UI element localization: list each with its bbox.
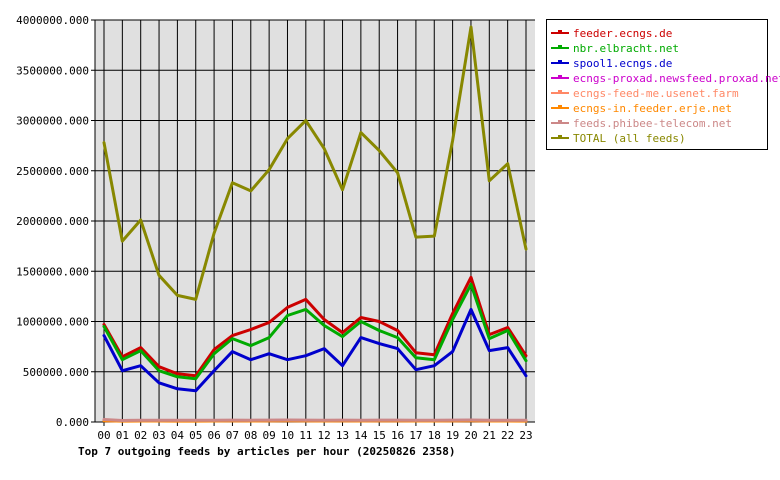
x-tick-label: 17 [409,429,422,442]
legend-label: spool1.ecngs.de [573,56,673,70]
legend-swatch [551,60,569,64]
series-line-2 [102,307,528,393]
y-tick-label: 0.000 [56,416,89,429]
legend-swatch [551,105,569,109]
x-tick-label: 00 [97,429,110,442]
x-tick-label: 14 [354,429,368,442]
legend-label: feeder.ecngs.de [573,26,673,40]
legend: feeder.ecngs.de nbr.elbracht.net spool1.… [546,19,780,150]
legend-item-feeds-phibee: feeds.phibee-telecom.net [551,116,732,130]
legend-label: ecngs-proxad.newsfeed.proxad.net [573,71,780,85]
legend-swatch [551,45,569,49]
x-tick-label: 13 [336,429,349,442]
x-tick-label: 11 [299,429,312,442]
legend-item-nbr-elbracht: nbr.elbracht.net [551,41,679,55]
y-tick-label: 500000.000 [23,366,89,379]
legend-label: nbr.elbracht.net [573,41,679,55]
y-tick-label: 4000000.000 [16,14,89,27]
x-tick-label: 12 [318,429,331,442]
x-tick-label: 20 [464,429,477,442]
x-tick-label: 21 [483,429,496,442]
y-tick-label: 1500000.000 [16,265,89,278]
legend-item-total: TOTAL (all feeds) [551,131,686,145]
legend-swatch [551,120,569,124]
legend-swatch [551,135,569,139]
x-tick-label: 03 [152,429,165,442]
x-tick-label: 06 [207,429,220,442]
legend-swatch [551,90,569,94]
x-tick-label: 18 [428,429,441,442]
chart-title: Top 7 outgoing feeds by articles per hou… [78,445,456,458]
series-line-6 [102,418,528,422]
y-tick-label: 1000000.000 [16,316,89,329]
series-line-1 [102,282,528,381]
x-tick-label: 15 [373,429,386,442]
x-tick-label: 23 [519,429,532,442]
x-tick-label: 04 [171,429,185,442]
x-tick-label: 19 [446,429,459,442]
y-tick-label: 3500000.000 [16,64,89,77]
legend-label: ecngs-in.feeder.erje.net [573,101,732,115]
legend-item-ecngs-proxad: ecngs-proxad.newsfeed.proxad.net [551,71,780,85]
x-tick-label: 05 [189,429,202,442]
y-tick-label: 2500000.000 [16,165,89,178]
legend-item-feeder-ecngs: feeder.ecngs.de [551,26,672,40]
series-line-7 [102,25,528,301]
y-tick-label: 2000000.000 [16,215,89,228]
x-tick-label: 16 [391,429,404,442]
legend-swatch [551,30,569,34]
legend-label: feeds.phibee-telecom.net [573,116,732,130]
legend-item-ecngs-in-erje: ecngs-in.feeder.erje.net [551,101,732,115]
legend-label: ecngs-feed-me.usenet.farm [573,86,739,100]
y-tick-label: 3000000.000 [16,115,89,128]
legend-swatch [551,75,569,79]
x-tick-label: 09 [263,429,276,442]
x-tick-label: 02 [134,429,147,442]
series-line-0 [102,275,528,378]
x-tick-label: 10 [281,429,294,442]
x-tick-label: 08 [244,429,257,442]
x-tick-label: 01 [116,429,129,442]
legend-label: TOTAL (all feeds) [573,131,686,145]
x-tick-label: 22 [501,429,514,442]
x-tick-label: 07 [226,429,239,442]
legend-item-ecngs-feed-me: ecngs-feed-me.usenet.farm [551,86,739,100]
legend-item-spool1-ecngs: spool1.ecngs.de [551,56,672,70]
